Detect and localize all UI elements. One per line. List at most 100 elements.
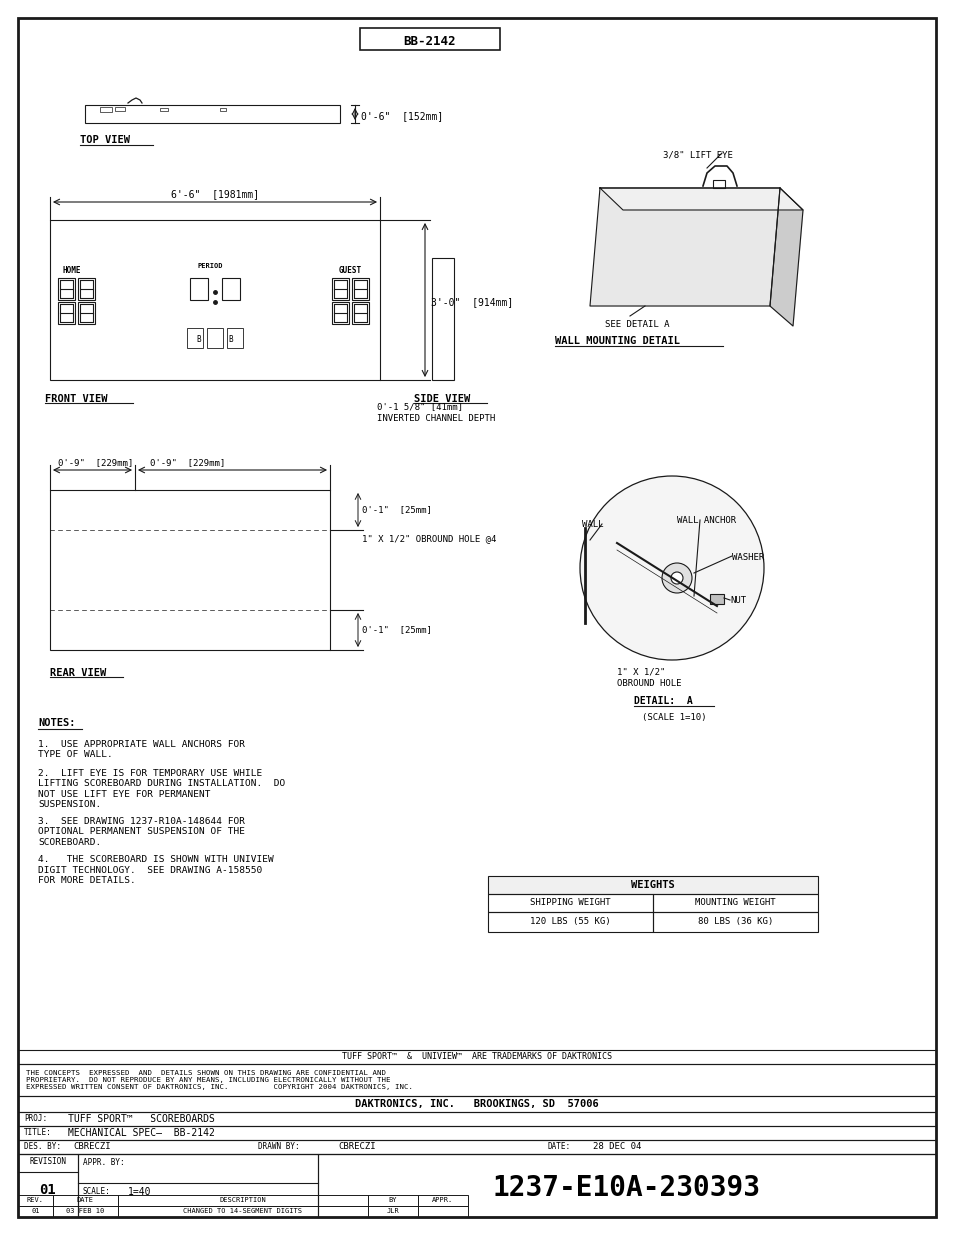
Text: WALL MOUNTING DETAIL: WALL MOUNTING DETAIL (555, 336, 679, 346)
Text: OBROUND HOLE: OBROUND HOLE (617, 679, 680, 688)
Bar (417, 1207, 468, 1216)
Bar (332, 278, 349, 300)
Text: 6'-6"  [1981mm]: 6'-6" [1981mm] (171, 189, 259, 199)
Text: 4.   THE SCOREBOARD IS SHOWN WITH UNIVIEW
DIGIT TECHNOLOGY.  SEE DRAWING A-15855: 4. THE SCOREBOARD IS SHOWN WITH UNIVIEW … (38, 856, 274, 885)
Bar (359, 28, 499, 49)
Bar (190, 278, 208, 300)
Text: APPR. BY:: APPR. BY: (83, 1158, 125, 1167)
Bar (58, 303, 75, 324)
Text: WEIGHTS: WEIGHTS (631, 881, 674, 890)
Bar (118, 1195, 368, 1207)
Bar (709, 594, 723, 604)
Text: 1" X 1/2": 1" X 1/2" (617, 668, 664, 677)
Text: 1237-E10A-230393: 1237-E10A-230393 (493, 1174, 760, 1202)
Text: APPR.: APPR. (432, 1198, 453, 1203)
Bar (78, 303, 95, 324)
Bar (18, 1065, 935, 1095)
Bar (78, 278, 95, 300)
Circle shape (670, 572, 682, 584)
Text: PERIOD: PERIOD (197, 263, 222, 269)
Bar (712, 180, 724, 188)
Polygon shape (599, 188, 802, 210)
Text: TUFF SPORT™   SCOREBOARDS: TUFF SPORT™ SCOREBOARDS (68, 1114, 214, 1124)
Text: DATE: DATE (77, 1198, 94, 1203)
Text: INVERTED CHANNEL DEPTH: INVERTED CHANNEL DEPTH (376, 414, 495, 424)
Text: 0'-9"  [229mm]: 0'-9" [229mm] (150, 458, 225, 467)
Text: WASHER: WASHER (731, 553, 763, 562)
Bar (18, 1095, 935, 1112)
Bar (78, 1153, 317, 1216)
Bar (488, 894, 652, 911)
Bar (85, 105, 339, 124)
Text: 3'-0"  [914mm]: 3'-0" [914mm] (431, 296, 513, 308)
Bar (220, 107, 226, 111)
Bar (352, 303, 369, 324)
Text: JLR: JLR (386, 1209, 399, 1214)
Bar (160, 107, 168, 111)
Bar (18, 1050, 935, 1065)
Bar (432, 258, 454, 380)
Bar (652, 894, 817, 911)
Text: REVISION: REVISION (30, 1157, 67, 1167)
Bar (53, 1207, 118, 1216)
Text: DATE:: DATE: (547, 1142, 571, 1151)
Text: B: B (229, 336, 233, 345)
Text: SIDE VIEW: SIDE VIEW (414, 394, 470, 404)
Text: NOTES:: NOTES: (38, 718, 75, 727)
Text: WALL: WALL (581, 520, 603, 529)
Text: 01: 01 (40, 1183, 56, 1197)
Bar (18, 1153, 935, 1216)
Text: 3/8" LIFT EYE: 3/8" LIFT EYE (662, 149, 732, 159)
Bar (50, 490, 330, 650)
Bar (58, 278, 75, 300)
Text: THE CONCEPTS  EXPRESSED  AND  DETAILS SHOWN ON THIS DRAWING ARE CONFIDENTIAL AND: THE CONCEPTS EXPRESSED AND DETAILS SHOWN… (26, 1070, 413, 1091)
Bar (488, 876, 817, 894)
Text: 80 LBS (36 KG): 80 LBS (36 KG) (698, 918, 772, 926)
Text: NUT: NUT (729, 597, 745, 605)
Text: 01: 01 (31, 1209, 40, 1214)
Text: 2.  LIFT EYE IS FOR TEMPORARY USE WHILE
LIFTING SCOREBOARD DURING INSTALLATION. : 2. LIFT EYE IS FOR TEMPORARY USE WHILE L… (38, 769, 285, 809)
Bar (368, 1207, 417, 1216)
Text: TOP VIEW: TOP VIEW (80, 135, 130, 144)
Bar (100, 107, 112, 112)
Bar (317, 1153, 935, 1216)
Text: 0'-1"  [25mm]: 0'-1" [25mm] (361, 625, 432, 635)
Text: 0'-9"  [229mm]: 0'-9" [229mm] (58, 458, 133, 467)
Bar (118, 1207, 368, 1216)
Text: CHANGED TO 14-SEGMENT DIGITS: CHANGED TO 14-SEGMENT DIGITS (183, 1209, 302, 1214)
Text: BB-2142: BB-2142 (403, 35, 456, 47)
Text: CBRECZI: CBRECZI (337, 1142, 375, 1151)
Polygon shape (769, 188, 802, 326)
Text: REAR VIEW: REAR VIEW (50, 668, 106, 678)
Text: 03 FEB 10: 03 FEB 10 (67, 1209, 105, 1214)
Bar (222, 278, 240, 300)
Bar (18, 1112, 935, 1126)
Text: 0'-1 5/8" [41mm]: 0'-1 5/8" [41mm] (376, 403, 462, 411)
Text: MOUNTING WEIGHT: MOUNTING WEIGHT (695, 899, 775, 908)
Bar (18, 1195, 53, 1207)
Bar (53, 1195, 118, 1207)
Text: MECHANICAL SPEC–  BB-2142: MECHANICAL SPEC– BB-2142 (68, 1128, 214, 1137)
Text: 0'-6"  [152mm]: 0'-6" [152mm] (360, 111, 443, 121)
Bar (18, 1153, 78, 1216)
Text: GUEST: GUEST (338, 266, 361, 274)
Circle shape (661, 563, 691, 593)
Text: SCALE:: SCALE: (83, 1188, 111, 1197)
Text: PROJ:: PROJ: (24, 1114, 47, 1124)
Bar (352, 278, 369, 300)
Text: B: B (196, 336, 201, 345)
Bar (18, 1126, 935, 1140)
Text: DAKTRONICS, INC.   BROOKINGS, SD  57006: DAKTRONICS, INC. BROOKINGS, SD 57006 (355, 1099, 598, 1109)
Text: 1.  USE APPROPRIATE WALL ANCHORS FOR
TYPE OF WALL.: 1. USE APPROPRIATE WALL ANCHORS FOR TYPE… (38, 740, 245, 760)
Text: DESCRIPTION: DESCRIPTION (219, 1198, 266, 1203)
Text: DRAWN BY:: DRAWN BY: (257, 1142, 299, 1151)
Text: 120 LBS (55 KG): 120 LBS (55 KG) (530, 918, 610, 926)
Text: FRONT VIEW: FRONT VIEW (45, 394, 108, 404)
Bar (18, 1140, 935, 1153)
Text: REV.: REV. (27, 1198, 44, 1203)
Circle shape (579, 475, 763, 659)
Text: 3.  SEE DRAWING 1237-R10A-148644 FOR
OPTIONAL PERMANENT SUSPENSION OF THE
SCOREB: 3. SEE DRAWING 1237-R10A-148644 FOR OPTI… (38, 818, 245, 847)
Bar (488, 911, 652, 932)
Polygon shape (589, 188, 780, 306)
Text: 1=40: 1=40 (128, 1187, 152, 1197)
